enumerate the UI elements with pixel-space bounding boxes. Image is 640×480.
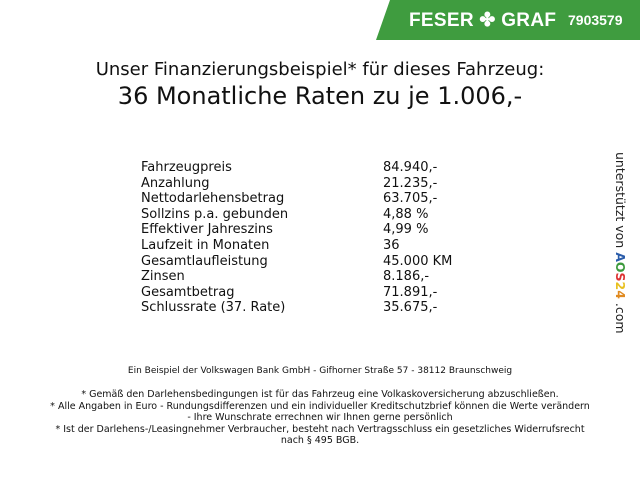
supported-by: unterstützt von AOS24 .com — [613, 152, 628, 334]
aos24-logo: AOS24 — [613, 252, 628, 299]
row-value: 4,99 % — [383, 222, 429, 238]
supported-by-prefix: unterstützt von — [613, 152, 628, 253]
note: nach § 495 BGB. — [280, 435, 360, 447]
row-value: 63.705,- — [383, 191, 438, 207]
table-row: Fahrzeugpreis 84.940,- — [141, 160, 461, 176]
table-row: Effektiver Jahreszins 4,99 % — [141, 222, 461, 238]
dealer-id: 7903579 — [568, 12, 623, 28]
note: * Ist der Darlehens-/Leasingnehmer Verbr… — [55, 423, 585, 435]
table-row: Zinsen 8.186,- — [141, 269, 461, 285]
row-label: Sollzins p.a. gebunden — [141, 206, 289, 222]
logo-letter: 4 — [613, 290, 628, 299]
row-value: 35.675,- — [383, 300, 438, 316]
row-value: 45.000 KM — [383, 253, 453, 269]
table-row: Sollzins p.a. gebunden 4,88 % — [141, 207, 461, 223]
row-label: Anzahlung — [141, 175, 210, 191]
note: - Ihre Wunschrate errechnen wir Ihnen ge… — [187, 412, 453, 424]
row-value: 4,88 % — [383, 206, 429, 222]
footnotes: * Gemäß den Darlehensbedingungen ist für… — [0, 389, 640, 447]
row-label: Schlussrate (37. Rate) — [141, 300, 286, 316]
row-value: 84.940,- — [383, 160, 438, 175]
row-value: 21.235,- — [383, 175, 438, 191]
row-label: Laufzeit in Monaten — [141, 237, 270, 253]
title-line1: Unser Finanzierungsbeispiel* für dieses … — [95, 59, 545, 80]
row-label: Effektiver Jahreszins — [141, 222, 273, 238]
table-row: Gesamtlaufleistung 45.000 KM — [141, 254, 461, 270]
table-row: Nettodarlehensbetrag 63.705,- — [141, 191, 461, 207]
row-label: Zinsen — [141, 269, 185, 285]
note: * Gemäß den Darlehensbedingungen ist für… — [81, 389, 559, 400]
table-row: Schlussrate (37. Rate) 35.675,- — [141, 300, 461, 316]
table-row: Laufzeit in Monaten 36 — [141, 238, 461, 254]
brand-banner — [376, 0, 640, 40]
logo-letter: S — [613, 272, 628, 282]
row-label: Gesamtlaufleistung — [141, 253, 268, 269]
row-label: Nettodarlehensbetrag — [141, 191, 285, 207]
logo-letter: 2 — [613, 281, 628, 291]
row-value: 71.891,- — [383, 284, 438, 300]
finance-table: Fahrzeugpreis 84.940,- Anzahlung 21.235,- Ne… — [141, 160, 461, 316]
brand-logo: FESER ✤ GRAF — [409, 10, 557, 31]
logo-letter: A — [613, 252, 628, 262]
note: * Alle Angaben in Euro - Rundungsdiffere… — [50, 400, 590, 412]
table-row: Anzahlung 21.235,- — [141, 176, 461, 192]
bank-info: Ein Beispiel der Volkswagen Bank GmbH - … — [127, 366, 513, 376]
logo-letter: O — [613, 261, 628, 273]
row-value: 8.186,- — [383, 269, 430, 285]
table-row: Gesamtbetrag 71.891,- — [141, 285, 461, 301]
row-value: 36 — [383, 237, 400, 253]
row-label: Gesamtbetrag — [141, 284, 235, 300]
supported-by-suffix: .com — [613, 298, 628, 334]
title-line2: 36 Monatliche Raten zu je 1.006,- — [117, 82, 523, 110]
row-label: Fahrzeugpreis — [141, 160, 232, 175]
